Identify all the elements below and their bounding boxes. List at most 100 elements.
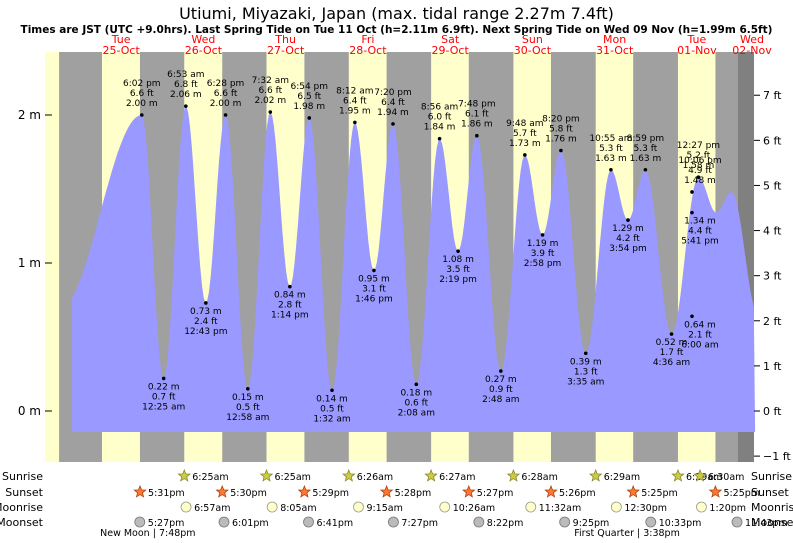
moonset-time: 10:33pm (659, 518, 702, 529)
tide-curve (71, 106, 756, 433)
moonset-icon (388, 516, 399, 528)
tide-time: 7:32 am (252, 76, 289, 86)
moonset-time: 8:22pm (487, 518, 524, 529)
tide-metres: 2.00 m (126, 99, 158, 109)
right-axis-label: 6 ft (763, 134, 782, 147)
tide-metres: 1.19 m (527, 239, 559, 249)
tide-metres: 1.29 m (612, 224, 644, 234)
left-axis-label: 0 m (18, 404, 41, 418)
right-axis-label: 1 ft (763, 360, 782, 373)
tide-metres: 1.98 m (293, 102, 325, 112)
tide-point (161, 376, 166, 381)
tide-feet: 5.8 ft (549, 125, 573, 135)
sunset-icon (215, 484, 229, 498)
tide-point (139, 113, 144, 117)
moonset-icon (134, 516, 146, 528)
moonrise-icon (439, 501, 451, 513)
right-axis-label: −1 ft (763, 450, 791, 463)
moonset-icon (303, 516, 314, 528)
tide-point (184, 104, 188, 108)
sunset-time: 5:25pm (723, 488, 760, 499)
sunrise-time: 6:29am (686, 472, 722, 483)
day-date: 30-Oct (514, 44, 552, 57)
tide-metres: 0.95 m (358, 274, 390, 284)
tide-metres: 0.27 m (485, 375, 517, 385)
moonset-icon (559, 516, 571, 528)
tide-time: 9:48 am (506, 119, 543, 129)
tide-time: 8:59 pm (627, 134, 665, 144)
tide-feet: 6.6 ft (258, 86, 282, 96)
sunset-time: 5:28pm (395, 488, 432, 499)
day-name: Wed (740, 33, 764, 46)
tide-time: 3:35 am (567, 377, 604, 387)
tide-point (437, 136, 442, 141)
tide-metres: 0.22 m (148, 382, 180, 392)
sunset-icon (379, 484, 394, 498)
sunrise-icon (259, 468, 274, 482)
tide-point (268, 110, 273, 114)
tide-point (523, 153, 527, 157)
tide-metres: 1.58 m (683, 161, 715, 171)
moonset-icon (218, 516, 230, 528)
sunrise-time: 6:29am (604, 472, 640, 483)
tide-point (456, 249, 460, 253)
tide-metres: 0.84 m (274, 291, 306, 301)
tide-metres: 1.34 m (684, 217, 716, 227)
tide-time: 3:54 pm (609, 244, 647, 254)
tide-point (414, 382, 419, 387)
day-name: Tue (686, 33, 706, 46)
tide-time: 5:41 pm (681, 237, 719, 247)
sunrise-time: 6:25am (275, 472, 311, 483)
water-area (71, 106, 756, 433)
day-name: Wed (191, 33, 215, 46)
sunset-time: 5:29pm (312, 488, 349, 499)
tide-metres: 1.86 m (461, 120, 493, 130)
tide-time: 6:54 pm (290, 82, 328, 92)
right-axis-label: 0 ft (763, 405, 782, 418)
tide-feet: 3.9 ft (531, 249, 555, 259)
tide-time: 6:28 pm (207, 79, 245, 89)
tide-metres: 0.39 m (570, 357, 602, 367)
tide-metres: 0.64 m (684, 320, 716, 330)
tide-time: 12:27 pm (677, 141, 720, 151)
tide-time: 7:20 pm (374, 88, 412, 98)
tide-feet: 5.3 ft (634, 144, 658, 154)
moon-phase-label: New Moon | 7:48pm (100, 528, 195, 539)
tide-point (391, 122, 395, 126)
sunset-icon (544, 484, 558, 498)
right-axis-label: 2 ft (763, 315, 782, 328)
day-name: Sat (441, 33, 460, 46)
tide-feet: 6.4 ft (343, 96, 367, 106)
tide-metres: 2.00 m (210, 99, 242, 109)
moonrise-icon (180, 501, 192, 513)
sunset-icon (297, 484, 312, 498)
tide-feet: 0.7 ft (152, 392, 176, 402)
tide-point (223, 113, 228, 117)
sunrise-time: 6:28am (521, 472, 557, 483)
tide-metres: 0.18 m (400, 388, 432, 398)
sun-moon-rows: Sunrise Sunrise Sunset Sunset Moonrise Moonri… (0, 468, 793, 539)
tide-time: 1:32 am (313, 414, 350, 424)
moonrise-icon (525, 501, 537, 513)
tide-feet: 6.6 ft (130, 89, 154, 99)
tide-feet: 0.6 ft (404, 398, 428, 408)
tide-time: 8:12 am (336, 86, 373, 96)
axes: 0 m 1 m 2 m −1 ft 0 ft 1 ft 2 ft 3 ft 4 ft 5 ft 6 … (18, 89, 792, 463)
tide-feet: 2.1 ft (688, 330, 712, 340)
row-label-left: Moonrise (0, 501, 43, 514)
moonset-time: 5:27pm (148, 518, 185, 529)
tide-metres: 2.06 m (170, 90, 202, 100)
tide-feet: 2.8 ft (278, 301, 302, 311)
tide-feet: 5.7 ft (513, 129, 537, 139)
left-axis-label: 1 m (18, 256, 41, 270)
tide-metres: 1.84 m (424, 123, 456, 133)
day-name: Tue (111, 33, 131, 46)
tide-time: 1:14 pm (271, 311, 309, 321)
moonrise-time: 9:15am (366, 503, 402, 514)
sunrise-time: 6:26am (357, 472, 393, 483)
sunrise-time: 6:27am (439, 472, 475, 483)
tide-time: 12:43 pm (184, 327, 227, 337)
row-label-left: Sunset (5, 486, 43, 499)
tide-metres: 1.73 m (509, 139, 541, 149)
